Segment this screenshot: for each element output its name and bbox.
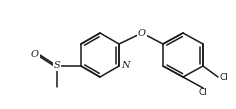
Text: Cl: Cl [219, 72, 228, 82]
Text: O: O [31, 50, 39, 60]
Text: N: N [121, 61, 130, 71]
Text: O: O [138, 28, 146, 37]
Text: Cl: Cl [198, 88, 207, 97]
Text: S: S [54, 61, 60, 71]
